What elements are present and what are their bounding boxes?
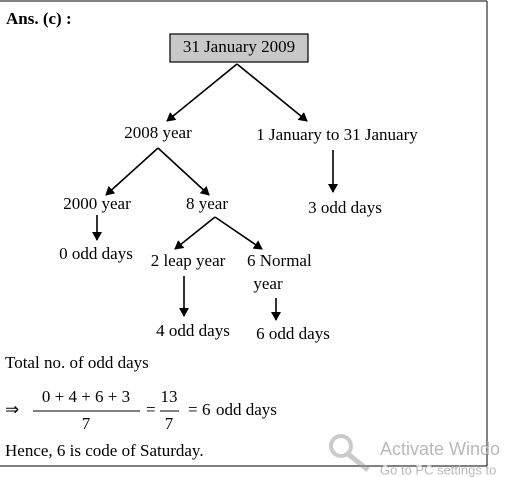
root-box xyxy=(169,33,309,63)
arrow xyxy=(105,147,159,196)
arrow xyxy=(236,63,308,122)
node-label: 0 odd days xyxy=(59,244,133,263)
denominator: 7 xyxy=(82,414,91,433)
denominator: 7 xyxy=(165,414,174,433)
watermark-title: Activate Windo xyxy=(380,439,500,459)
equals: = xyxy=(188,400,198,419)
equals: = xyxy=(146,400,156,419)
arrow xyxy=(157,147,210,196)
node-label: year xyxy=(253,274,283,293)
total-text: Total no. of odd days xyxy=(5,353,149,372)
conclusion: Hence, 6 is code of Saturday. xyxy=(5,441,204,460)
node-label: 1 January to 31 January xyxy=(256,125,418,144)
node-label: 2008 year xyxy=(124,123,192,142)
numerator: 0 + 4 + 6 + 3 xyxy=(42,387,130,406)
node-label: 6 odd days xyxy=(256,324,330,343)
implies: ⇒ xyxy=(5,400,19,419)
node-label: 6 Normal xyxy=(247,251,312,270)
node-label: 2 leap year xyxy=(151,251,226,270)
arrow xyxy=(214,216,263,250)
arrow xyxy=(166,63,238,122)
result-unit: odd days xyxy=(216,400,277,419)
arrow xyxy=(174,216,216,250)
watermark-subtitle: Go to PC settings to xyxy=(380,462,496,477)
answer-title: Ans. (c) : xyxy=(6,9,72,28)
numerator: 13 xyxy=(161,387,178,406)
node-label: 3 odd days xyxy=(308,198,382,217)
node-label: 31 January 2009 xyxy=(183,37,295,56)
result: 6 xyxy=(202,400,211,419)
node-label: 2000 year xyxy=(63,194,131,213)
node-label: 8 year xyxy=(186,194,228,213)
node-label: 4 odd days xyxy=(156,321,230,340)
watermark-icon xyxy=(329,434,370,472)
